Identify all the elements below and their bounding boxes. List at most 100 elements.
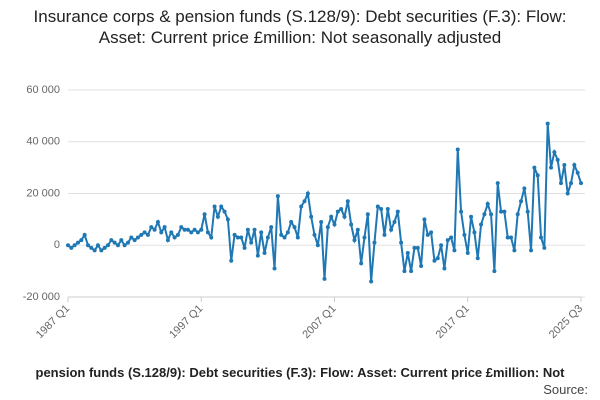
data-point [135, 235, 140, 240]
data-point [215, 214, 220, 219]
data-point [165, 238, 170, 243]
data-point [249, 240, 254, 245]
data-point [315, 243, 320, 248]
data-point [435, 256, 440, 261]
data-point [495, 181, 500, 186]
data-point [565, 191, 570, 196]
chart-title: Insurance corps & pension funds (S.128/9… [33, 7, 567, 47]
data-point [362, 235, 367, 240]
data-point [272, 266, 277, 271]
data-point [339, 207, 344, 212]
data-point [299, 204, 304, 209]
data-point [579, 181, 583, 186]
data-point [452, 248, 457, 253]
data-point [229, 258, 234, 263]
data-point [465, 251, 470, 256]
x-tick-label: 2017 Q1 [434, 303, 472, 341]
data-point [392, 219, 397, 224]
data-point [159, 230, 164, 235]
data-point [282, 235, 287, 240]
data-point [359, 261, 364, 266]
data-point [205, 230, 210, 235]
data-point [462, 232, 467, 237]
data-point [189, 230, 194, 235]
data-point [402, 269, 407, 274]
source: Source: [543, 382, 588, 397]
data-point [335, 209, 340, 214]
data-point [192, 227, 197, 232]
data-point [275, 194, 280, 199]
x-tick-label: 1987 Q1 [34, 303, 72, 341]
data-point [439, 243, 444, 248]
data-point [79, 238, 84, 243]
data-point [235, 235, 240, 240]
data-point [89, 245, 94, 250]
data-point [395, 209, 400, 214]
data-point [469, 214, 474, 219]
data-point [202, 212, 207, 217]
data-line [67, 123, 582, 282]
data-point [132, 238, 137, 243]
data-point [142, 230, 147, 235]
data-point [532, 165, 537, 170]
data-point [199, 227, 204, 232]
data-point [472, 230, 477, 235]
data-point [542, 245, 547, 250]
data-point [279, 232, 284, 237]
data-point [219, 204, 224, 209]
y-tick-label: -20 000 [23, 291, 60, 303]
data-point [555, 157, 560, 162]
y-tick-label: 40 000 [26, 136, 60, 148]
data-point [459, 209, 464, 214]
data-point [515, 212, 520, 217]
data-point [265, 235, 270, 240]
data-point [489, 212, 494, 217]
data-point [209, 235, 214, 240]
data-point [479, 222, 484, 227]
data-point [119, 238, 124, 243]
data-point [255, 253, 260, 258]
footer-title: pension funds (S.128/9): Debt securities… [35, 365, 565, 380]
data-point [559, 181, 564, 186]
data-point [105, 243, 110, 248]
data-point [499, 209, 504, 214]
y-tick-label: 20 000 [26, 187, 60, 199]
data-point [355, 227, 360, 232]
data-point [375, 204, 380, 209]
data-point [292, 225, 297, 230]
data-point [242, 245, 247, 250]
data-point [432, 258, 437, 263]
data-point [169, 230, 174, 235]
data-point [345, 199, 350, 204]
data-point [185, 227, 190, 232]
data-point [329, 214, 334, 219]
data-point [162, 225, 167, 230]
data-point [325, 225, 330, 230]
data-point [442, 266, 447, 271]
data-point [322, 276, 327, 281]
x-tick-label: 2025 Q3 [547, 303, 585, 341]
data-point [245, 227, 250, 232]
data-point [95, 243, 100, 248]
data-point [369, 279, 374, 284]
data-point [122, 243, 127, 248]
data-point [262, 251, 267, 256]
data-point [212, 204, 217, 209]
data-point [512, 248, 517, 253]
data-point [519, 199, 524, 204]
data-point [175, 232, 180, 237]
data-point [69, 245, 74, 250]
data-point [125, 240, 130, 245]
data-point [109, 238, 114, 243]
data-point [552, 150, 557, 155]
data-point [415, 245, 420, 250]
data-point [419, 263, 424, 268]
data-point [365, 212, 370, 217]
data-point [145, 232, 150, 237]
data-point [455, 147, 460, 152]
data-point [85, 243, 90, 248]
data-point [349, 222, 354, 227]
data-point [285, 230, 290, 235]
